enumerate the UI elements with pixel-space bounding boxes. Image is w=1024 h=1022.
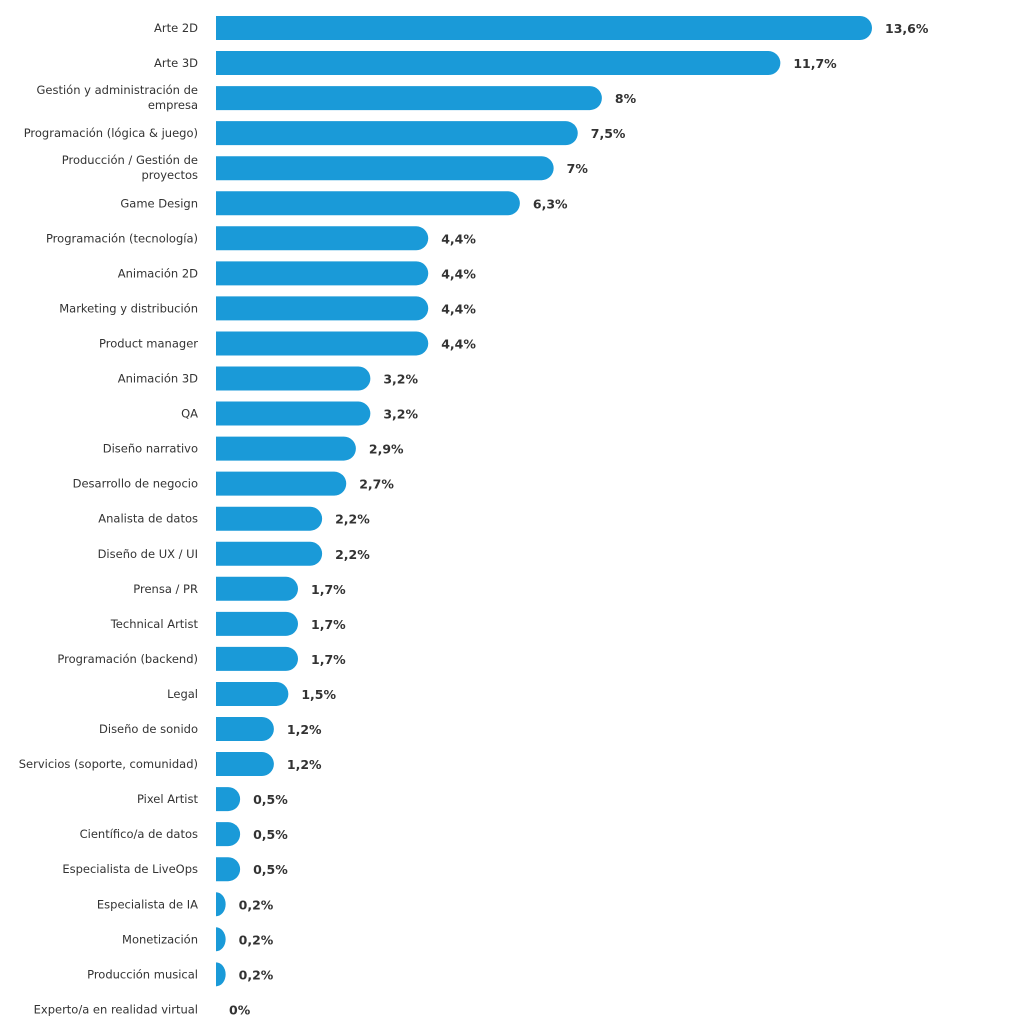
- bar: [216, 541, 323, 566]
- value-label: 0,2%: [239, 967, 274, 982]
- category-label: QA: [181, 407, 198, 421]
- value-label: 0%: [229, 1002, 251, 1017]
- category-label: Programación (lógica & juego): [24, 126, 198, 140]
- category-label: Technical Artist: [110, 617, 199, 631]
- category-label-line: Gestión y administración de: [37, 83, 199, 97]
- category-label: Marketing y distribución: [59, 301, 198, 315]
- bar: [216, 892, 226, 917]
- value-label: 4,4%: [441, 301, 476, 316]
- category-label: Producción / Gestión de proyectos: [62, 153, 198, 182]
- bar: [216, 927, 226, 952]
- bar: [216, 681, 289, 706]
- value-label: 1,2%: [287, 757, 322, 772]
- category-label: Arte 3D: [154, 56, 198, 70]
- category-label: Diseño narrativo: [103, 442, 198, 456]
- bar: [216, 16, 872, 40]
- value-label: 1,7%: [311, 582, 346, 597]
- category-label: Animación 2D: [118, 266, 198, 280]
- value-label: 2,2%: [335, 512, 370, 527]
- value-label: 2,2%: [335, 547, 370, 562]
- bar: [216, 331, 429, 356]
- category-label: Especialista de IA: [97, 897, 198, 911]
- value-label: 4,4%: [441, 336, 476, 351]
- bar: [216, 752, 274, 777]
- value-label: 13,6%: [885, 21, 929, 36]
- category-label: Servicios (soporte, comunidad): [19, 757, 198, 771]
- value-label: 1,2%: [287, 722, 322, 737]
- bar: [216, 857, 241, 882]
- value-label: 8%: [615, 91, 637, 106]
- category-label-line: Producción / Gestión de: [62, 153, 198, 167]
- category-label: Arte 2D: [154, 21, 198, 35]
- bar: [216, 962, 226, 987]
- value-label: 3,2%: [383, 407, 418, 422]
- category-label: Científico/a de datos: [80, 827, 198, 841]
- bar: [216, 226, 429, 251]
- bar: [216, 51, 781, 76]
- bar: [216, 86, 602, 111]
- value-label: 0,5%: [253, 792, 288, 807]
- bar: [216, 506, 323, 531]
- category-label: Gestión y administración de empresa: [37, 83, 199, 112]
- bar: [216, 822, 241, 847]
- value-label: 0,2%: [239, 932, 274, 947]
- value-label: 7,5%: [591, 126, 626, 141]
- value-label: 1,5%: [301, 687, 336, 702]
- category-label: Diseño de UX / UI: [98, 547, 198, 561]
- value-label: 11,7%: [793, 56, 837, 71]
- value-label: 6,3%: [533, 196, 568, 211]
- category-label: Pixel Artist: [137, 792, 199, 806]
- bar: [216, 646, 298, 671]
- bar: [216, 191, 520, 216]
- value-label: 2,9%: [369, 442, 404, 457]
- value-label: 4,4%: [441, 231, 476, 246]
- category-label: Producción musical: [87, 967, 198, 981]
- category-label: Monetización: [122, 932, 198, 946]
- category-label: Programación (backend): [57, 652, 198, 666]
- category-label: Diseño de sonido: [99, 722, 198, 736]
- value-label: 1,7%: [311, 652, 346, 667]
- bar: [216, 576, 298, 601]
- category-label: Analista de datos: [98, 512, 198, 526]
- category-label: Animación 3D: [118, 372, 198, 386]
- bar: [216, 717, 274, 741]
- value-label: 4,4%: [441, 266, 476, 281]
- value-label: 0,5%: [253, 827, 288, 842]
- bar: [216, 436, 356, 461]
- category-label: Desarrollo de negocio: [73, 477, 198, 491]
- category-label: Experto/a en realidad virtual: [34, 1002, 198, 1016]
- value-label: 3,2%: [383, 372, 418, 387]
- bar: [216, 121, 578, 146]
- bar: [216, 156, 554, 181]
- bar: [216, 261, 429, 286]
- category-label: Especialista de LiveOps: [62, 862, 198, 876]
- category-label: Legal: [167, 687, 198, 701]
- bar: [216, 401, 371, 426]
- value-label: 0,2%: [239, 897, 274, 912]
- category-label: Prensa / PR: [133, 582, 198, 596]
- value-label: 2,7%: [359, 477, 394, 492]
- category-label: Programación (tecnología): [46, 231, 198, 245]
- bar: [216, 366, 371, 391]
- category-label-line: empresa: [148, 98, 198, 112]
- bar: [216, 471, 347, 496]
- bar: [216, 611, 298, 636]
- category-label: Product manager: [99, 336, 198, 350]
- bar: [216, 787, 241, 812]
- value-label: 7%: [567, 161, 589, 176]
- category-label: Game Design: [120, 196, 198, 210]
- value-label: 0,5%: [253, 862, 288, 877]
- bar: [216, 296, 429, 321]
- value-label: 1,7%: [311, 617, 346, 632]
- category-label-line: proyectos: [141, 168, 198, 182]
